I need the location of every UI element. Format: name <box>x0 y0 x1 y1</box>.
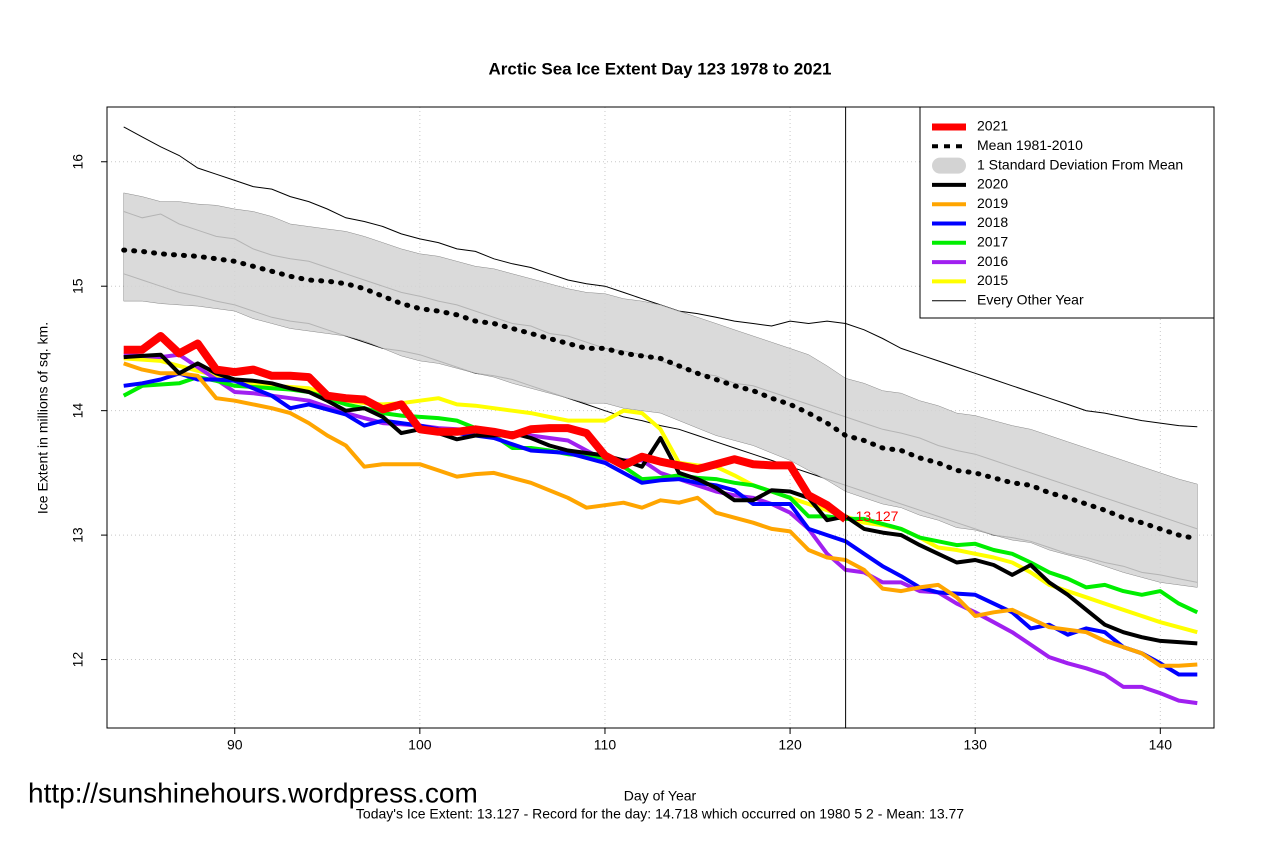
x-tick-label: 110 <box>594 737 617 753</box>
legend-label: 2021 <box>977 118 1008 134</box>
legend-box <box>919 106 1215 319</box>
series-line <box>123 352 1198 706</box>
y-tick-label: 13 <box>70 527 86 543</box>
x-tick-label: 100 <box>408 737 432 753</box>
legend-label: Mean 1981-2010 <box>977 137 1083 153</box>
legend-label: 2015 <box>977 272 1008 288</box>
legend-label: 2017 <box>977 234 1008 250</box>
series-line <box>123 356 1198 635</box>
legend-swatch <box>932 157 966 174</box>
y-tick-label: 15 <box>70 278 86 294</box>
legend-label: 2020 <box>977 176 1008 192</box>
plot-frame <box>106 106 1215 729</box>
plot-layer <box>107 107 1214 728</box>
x-tick-label: 90 <box>227 737 243 753</box>
chart-title: Arctic Sea Ice Extent Day 123 1978 to 20… <box>488 59 831 78</box>
x-axis-label: Day of Year <box>624 788 697 804</box>
x-tick-label: 130 <box>964 737 988 753</box>
y-tick-label: 12 <box>70 652 86 668</box>
watermark: http://sunshinehours.wordpress.com <box>28 777 478 808</box>
legend-label: 2018 <box>977 214 1008 230</box>
sd-band <box>123 192 1198 588</box>
legend-label: 1 Standard Deviation From Mean <box>977 156 1183 172</box>
y-tick-label: 16 <box>70 154 86 170</box>
x-tick-label: 120 <box>778 737 802 753</box>
series-line <box>123 332 849 523</box>
legend-label: 2016 <box>977 253 1008 269</box>
series-line <box>123 352 1198 646</box>
mean-line <box>121 247 1200 542</box>
y-axis-label: Ice Extent in millions of sq. km. <box>35 322 51 514</box>
y-tick-label: 14 <box>70 403 86 419</box>
legend-label: 2019 <box>977 195 1008 211</box>
footer-note: Today's Ice Extent: 13.127 - Record for … <box>356 806 964 822</box>
today-value-label: 13.127 <box>856 508 899 524</box>
x-tick-label: 140 <box>1149 737 1173 753</box>
series-line <box>123 371 1198 677</box>
legend-label: Every Other Year <box>977 291 1084 307</box>
series-line <box>123 361 1198 668</box>
